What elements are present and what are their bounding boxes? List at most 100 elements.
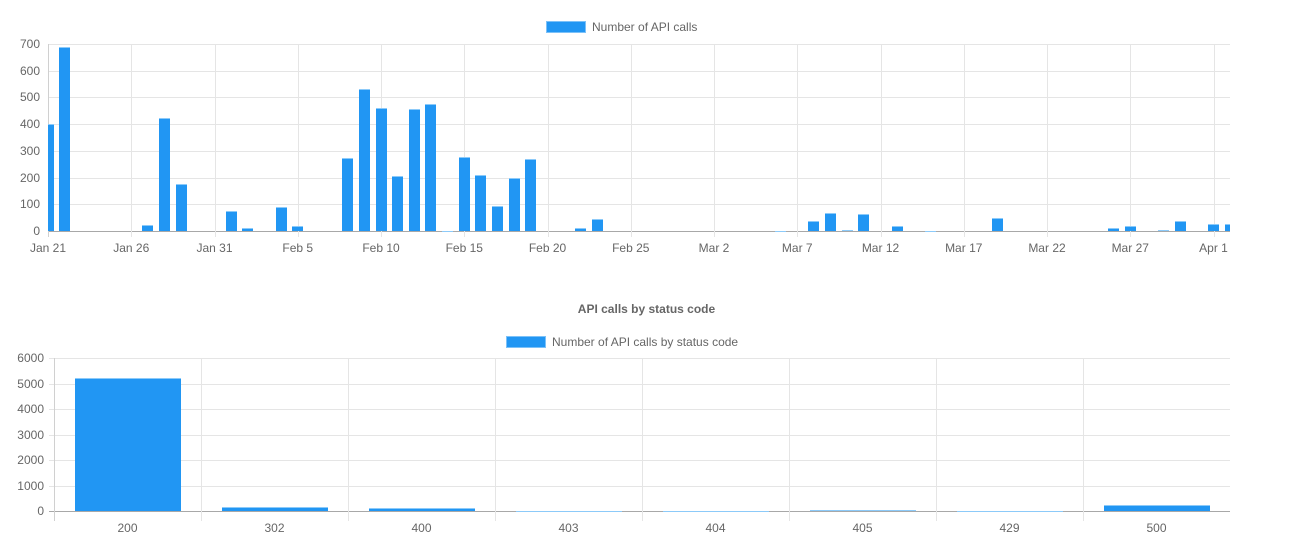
- bar[interactable]: [458, 157, 470, 231]
- gridline-vertical: [789, 358, 790, 521]
- x-tick-label: Feb 15: [445, 241, 483, 255]
- bar[interactable]: [142, 225, 154, 231]
- bar-status-405[interactable]: [809, 510, 916, 512]
- gridline-vertical: [131, 44, 133, 237]
- gridline-vertical: [642, 358, 643, 521]
- gridline-vertical: [630, 44, 632, 237]
- bar[interactable]: [442, 230, 454, 232]
- bar[interactable]: [525, 158, 537, 231]
- bar[interactable]: [159, 118, 171, 231]
- gridline-vertical: [1213, 44, 1215, 237]
- y-tick-label: 3000: [17, 427, 44, 442]
- gridline-vertical: [963, 44, 965, 237]
- chart1-legend[interactable]: Number of API calls: [546, 20, 697, 34]
- gridline-horizontal: [49, 409, 1230, 410]
- bar[interactable]: [48, 124, 54, 231]
- gridline-horizontal: [48, 177, 1230, 179]
- gridline-vertical: [714, 44, 715, 237]
- bar[interactable]: [492, 206, 504, 231]
- bar-status-302[interactable]: [221, 506, 328, 511]
- chart2-legend[interactable]: Number of API calls by status code: [506, 335, 738, 349]
- bar[interactable]: [891, 225, 903, 231]
- gridline-horizontal: [48, 124, 1230, 126]
- y-tick-label: 4000: [17, 402, 44, 416]
- bar-status-400[interactable]: [368, 507, 475, 511]
- gridline-vertical: [495, 358, 496, 521]
- y-tick-label: 2000: [17, 453, 44, 467]
- y-tick-label: 400: [19, 117, 40, 132]
- bar[interactable]: [342, 158, 354, 231]
- x-tick-label: Jan 26: [113, 241, 150, 255]
- bar[interactable]: [1224, 223, 1230, 231]
- gridline-vertical: [348, 358, 349, 521]
- bar[interactable]: [575, 227, 587, 231]
- bar-status-500[interactable]: [1103, 505, 1210, 511]
- bar[interactable]: [858, 214, 870, 231]
- gridline-vertical: [214, 44, 216, 237]
- gridline-vertical: [464, 44, 466, 237]
- gridline-vertical: [936, 358, 937, 521]
- x-axis-line: [49, 511, 1230, 512]
- bar[interactable]: [841, 229, 853, 231]
- x-tick-label: Apr 1: [1199, 241, 1228, 255]
- gridline-horizontal: [48, 70, 1230, 72]
- legend-label: Number of API calls: [592, 20, 698, 34]
- bar[interactable]: [358, 88, 370, 231]
- x-tick-label: 404: [705, 521, 726, 535]
- bar[interactable]: [175, 184, 187, 231]
- x-tick-label: Mar 2: [698, 241, 730, 255]
- x-tick-label: Mar 17: [945, 241, 983, 255]
- bar[interactable]: [1208, 223, 1219, 231]
- gridline-vertical: [201, 358, 202, 521]
- chart2-plot-area: [49, 358, 1230, 521]
- y-tick-label: 0: [33, 224, 40, 238]
- x-tick-label: Jan 31: [196, 241, 233, 255]
- x-axis-line: [48, 231, 1230, 232]
- bar[interactable]: [808, 220, 820, 231]
- y-tick-label: 300: [19, 143, 40, 158]
- chart1-plot-area: [48, 44, 1230, 237]
- bar[interactable]: [225, 210, 237, 231]
- legend-swatch: [546, 21, 586, 33]
- bar[interactable]: [425, 104, 437, 231]
- gridline-horizontal: [49, 383, 1230, 385]
- bar[interactable]: [591, 218, 603, 231]
- legend-swatch: [506, 336, 546, 348]
- bar[interactable]: [1124, 226, 1136, 231]
- x-tick-label: Feb 20: [528, 241, 567, 255]
- y-tick-label: 700: [19, 37, 40, 51]
- bar[interactable]: [825, 212, 837, 231]
- bar[interactable]: [1108, 227, 1120, 231]
- bar[interactable]: [991, 218, 1003, 231]
- y-tick-label: 6000: [17, 351, 44, 365]
- bar[interactable]: [1158, 230, 1170, 232]
- bar[interactable]: [375, 108, 387, 231]
- bar[interactable]: [775, 230, 787, 232]
- bar[interactable]: [242, 228, 254, 231]
- x-tick-label: Feb 10: [362, 241, 400, 255]
- gridline-vertical: [880, 44, 882, 237]
- bar[interactable]: [292, 225, 304, 231]
- x-tick-label: 405: [852, 521, 873, 535]
- y-tick-label: 0: [37, 504, 44, 518]
- bar[interactable]: [408, 108, 420, 231]
- bar[interactable]: [275, 206, 287, 231]
- y-tick-label: 1000: [17, 478, 44, 493]
- bar[interactable]: [924, 230, 936, 232]
- bar-status-403[interactable]: [515, 510, 622, 512]
- gridline-vertical: [1130, 44, 1132, 237]
- bar[interactable]: [392, 176, 404, 231]
- bar[interactable]: [59, 46, 71, 231]
- chart2-title: API calls by status code: [577, 302, 716, 316]
- y-tick-label: 200: [19, 170, 40, 185]
- bar-status-200[interactable]: [74, 378, 181, 511]
- bar-status-404[interactable]: [662, 510, 769, 512]
- bar[interactable]: [1174, 220, 1186, 231]
- bar[interactable]: [508, 178, 520, 231]
- bar-status-429[interactable]: [956, 510, 1063, 512]
- gridline-horizontal: [48, 97, 1230, 99]
- y-tick-label: 5000: [17, 376, 44, 391]
- bar[interactable]: [475, 174, 487, 231]
- y-tick-label: 100: [19, 197, 40, 212]
